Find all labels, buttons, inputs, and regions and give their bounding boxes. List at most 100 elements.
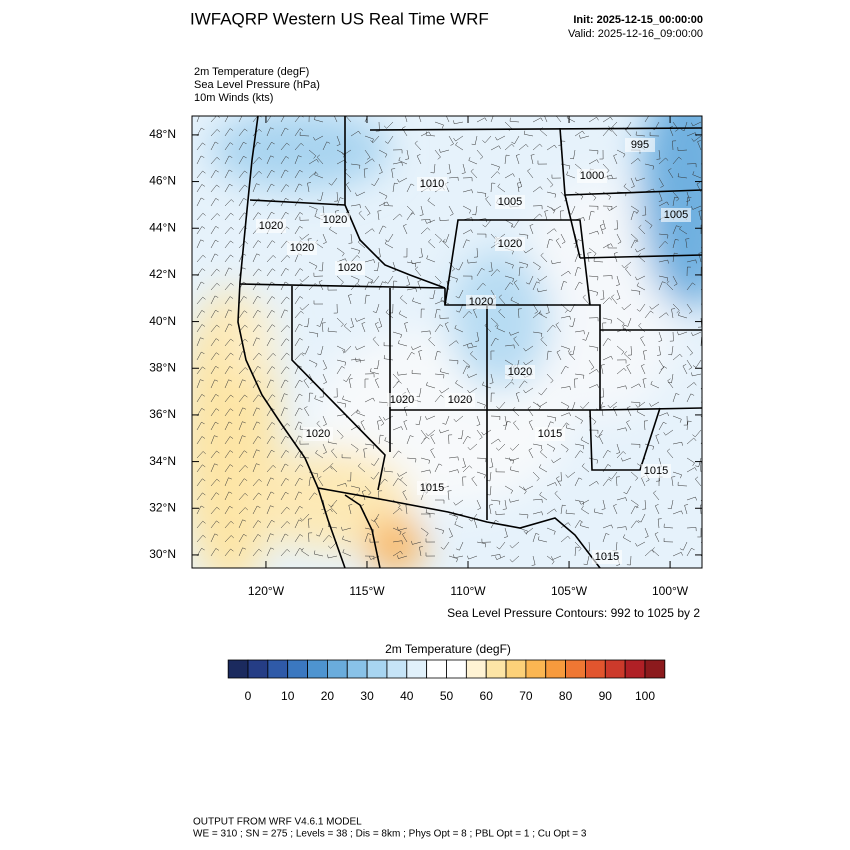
wind-barb <box>555 116 562 123</box>
wind-barb <box>636 303 646 312</box>
wind-barb <box>238 310 248 319</box>
color-box <box>565 659 586 679</box>
wind-barb <box>658 233 669 239</box>
wind-barb <box>560 233 566 244</box>
color-box <box>525 659 547 679</box>
wind-barb <box>546 415 557 422</box>
color-box <box>366 659 388 679</box>
wind-barb <box>622 534 632 543</box>
wind-barb <box>224 464 234 473</box>
wind-barb <box>196 407 205 417</box>
wind-barb <box>607 175 618 180</box>
wind-barb <box>210 225 219 235</box>
wind-barb <box>538 464 548 473</box>
wind-barb <box>418 116 422 123</box>
wind-barb <box>462 435 471 445</box>
wind-barb <box>568 350 576 361</box>
wind-barb <box>439 368 450 375</box>
wind-barb <box>224 535 234 543</box>
wind-barb <box>266 352 276 361</box>
wind-barb <box>624 351 632 361</box>
wind-barb <box>476 541 487 548</box>
wind-barb <box>336 258 347 263</box>
wind-barb <box>677 173 688 179</box>
wind-barb <box>378 201 389 207</box>
wind-barb <box>317 191 324 202</box>
wind-barb <box>467 443 478 451</box>
colorbar-label: 40 <box>400 689 414 703</box>
wind-barb <box>266 255 276 263</box>
wind-barb <box>392 540 403 545</box>
wind-barb <box>196 116 200 123</box>
wind-barb <box>434 121 444 129</box>
wind-barb <box>345 116 352 123</box>
wind-barb <box>383 467 394 473</box>
wind-barb <box>375 121 380 132</box>
wind-barb <box>546 205 556 214</box>
wind-barb <box>540 252 548 263</box>
wind-barb <box>601 219 606 230</box>
wind-barb <box>644 527 649 538</box>
wind-barb <box>406 205 414 216</box>
wind-barb <box>448 205 454 216</box>
wind-barb <box>348 294 352 305</box>
wind-barb <box>252 478 262 487</box>
wind-barb <box>238 324 248 333</box>
temp-region <box>210 116 390 190</box>
coastline <box>237 116 346 568</box>
wind-barb <box>672 140 677 151</box>
wind-barb <box>602 533 610 543</box>
wind-barb <box>420 330 431 335</box>
wind-barb <box>686 196 692 207</box>
state-border <box>344 116 446 289</box>
wind-barb <box>588 359 595 370</box>
wind-barb <box>252 240 262 249</box>
wind-barb <box>224 352 234 361</box>
wind-barb <box>588 205 599 210</box>
wind-barb <box>280 533 289 543</box>
wind-barb <box>691 331 702 337</box>
state-border <box>589 407 661 471</box>
color-box <box>267 659 289 679</box>
wind-barb <box>308 518 312 529</box>
wind-barb <box>224 254 234 263</box>
wind-barb <box>490 163 500 171</box>
wind-barb <box>658 201 669 207</box>
wind-barb <box>686 345 694 356</box>
wind-barb <box>616 443 621 454</box>
wind-barb <box>476 499 482 510</box>
wind-barb <box>614 219 618 230</box>
wind-barb <box>392 550 403 557</box>
wind-barb <box>523 485 534 491</box>
wind-barb <box>677 331 688 336</box>
wind-barb <box>697 527 702 538</box>
wind-barb <box>224 183 233 193</box>
wind-barb <box>280 325 290 333</box>
wind-barb <box>657 345 661 356</box>
wind-barb <box>384 275 394 284</box>
wind-barb <box>316 154 324 165</box>
wind-barb <box>294 393 303 403</box>
wind-barb <box>551 457 562 464</box>
wind-barb <box>612 406 618 417</box>
wind-barb <box>574 373 585 379</box>
wind-barb <box>686 420 692 431</box>
wind-barb <box>461 163 466 174</box>
wind-barb <box>364 397 375 403</box>
state-border <box>599 407 702 411</box>
contour-label: 1005 <box>664 209 688 221</box>
wind-barb <box>672 415 682 423</box>
contour-label: 1020 <box>508 366 532 378</box>
wind-barb <box>252 380 262 389</box>
wind-barb <box>364 294 370 305</box>
wind-barb <box>560 210 564 221</box>
wind-barb <box>266 310 275 319</box>
wind-barb <box>607 244 618 249</box>
wind-barb <box>488 261 493 272</box>
wind-barb <box>299 216 310 221</box>
wind-barb <box>378 225 387 235</box>
color-box <box>326 659 348 679</box>
wind-barb <box>546 443 556 452</box>
wind-barb <box>336 482 347 487</box>
wind-barb <box>321 322 326 333</box>
